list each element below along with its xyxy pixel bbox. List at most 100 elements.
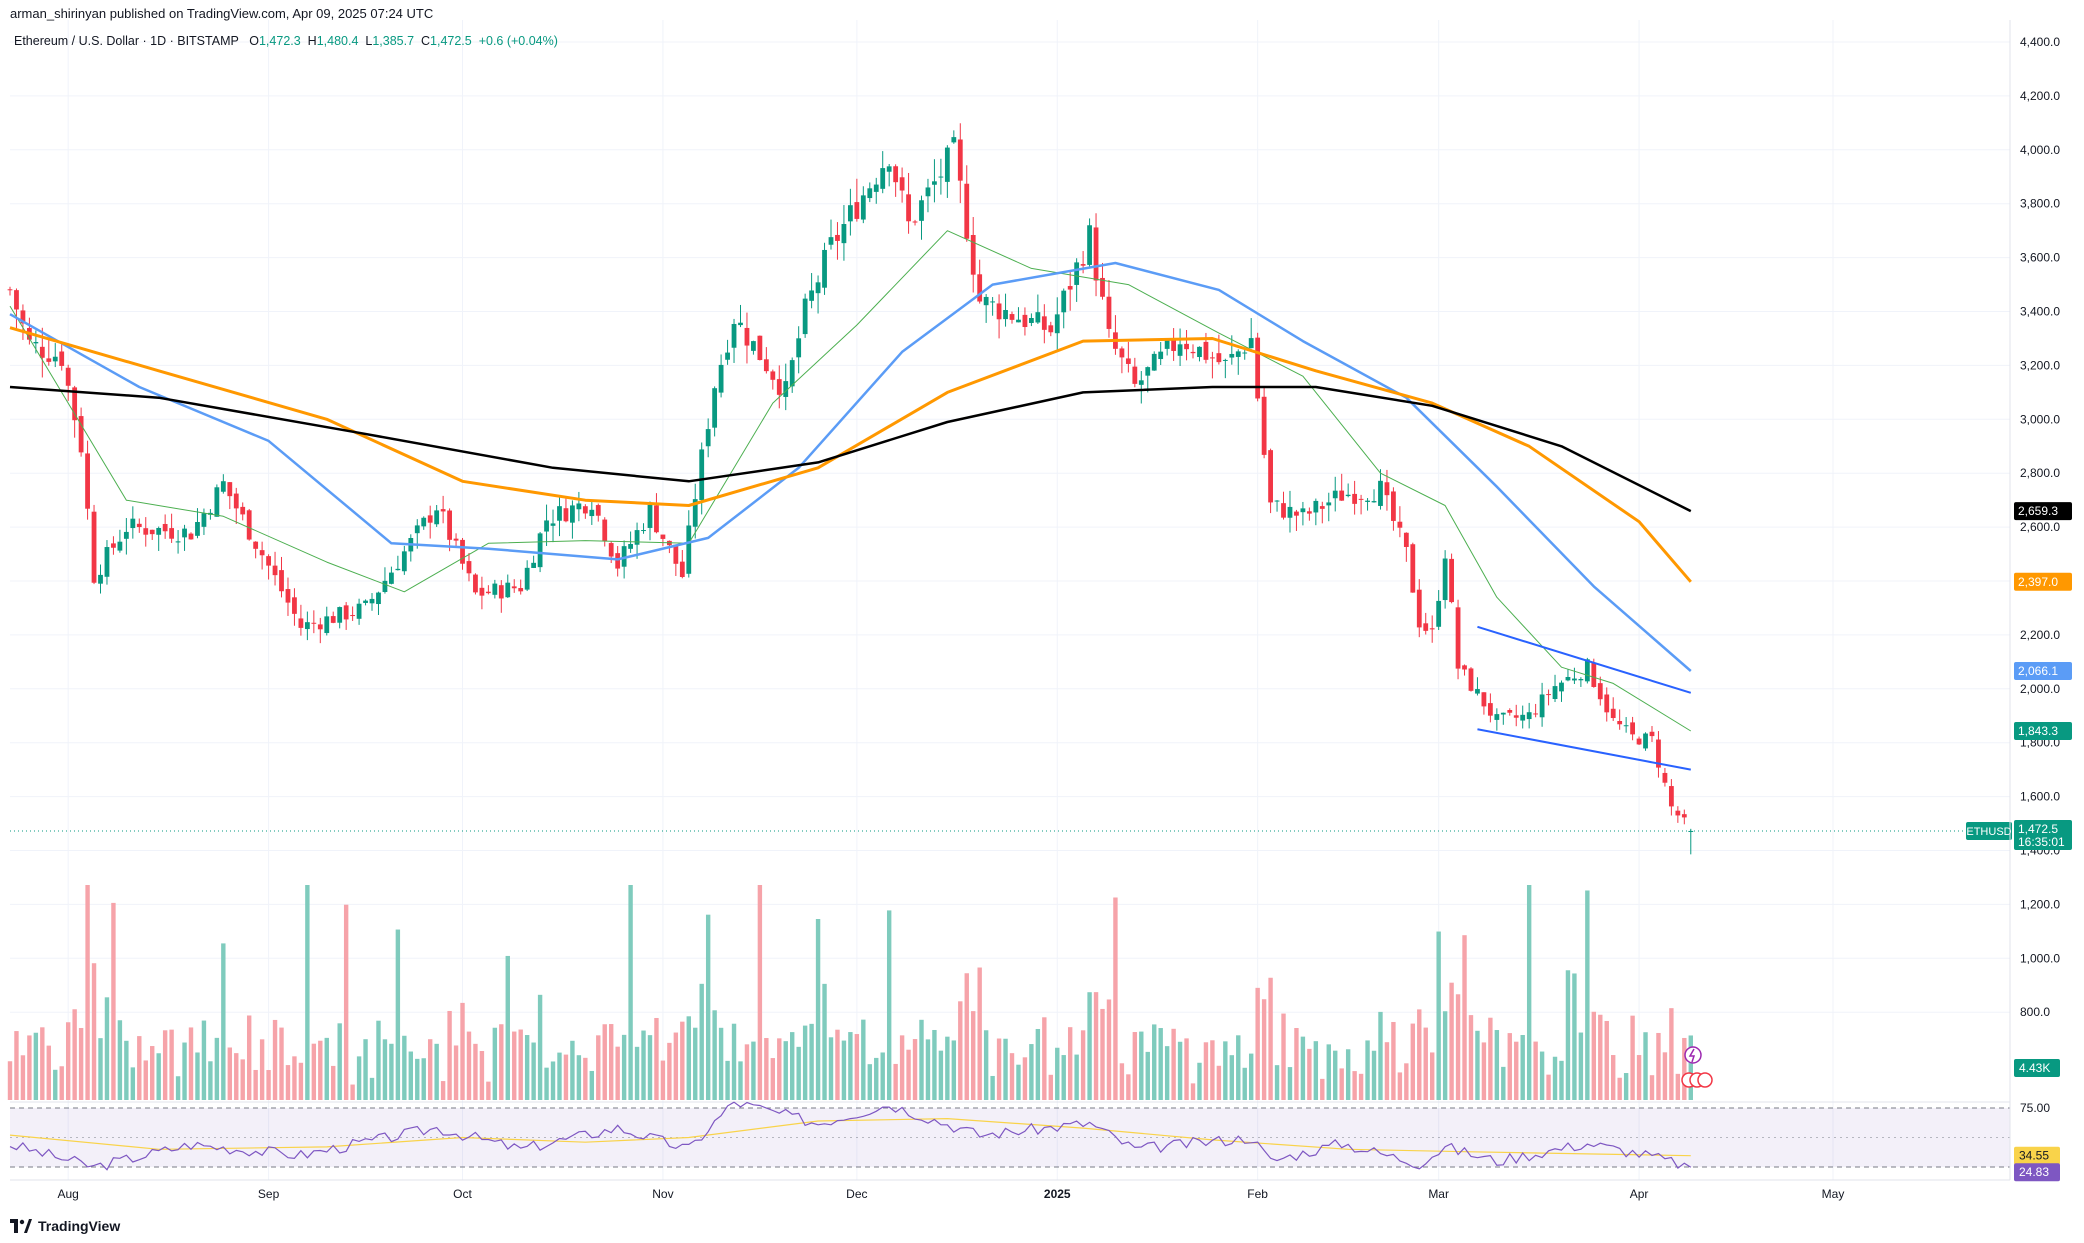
volume-bar [1016, 1064, 1021, 1100]
volume-bar [20, 1055, 26, 1100]
volume-bar [1307, 1048, 1312, 1100]
volume-bar [395, 929, 401, 1100]
candle-body [1630, 722, 1635, 735]
volume-bar [751, 1041, 756, 1100]
candle-body [789, 360, 795, 387]
candle-body [182, 528, 187, 538]
candle-body [1520, 714, 1526, 721]
candle-body [298, 618, 304, 628]
candle-body [912, 221, 918, 223]
volume-bar [1475, 1030, 1480, 1100]
volume-bar [1223, 1041, 1228, 1100]
candle-body [233, 493, 239, 509]
volume-bar [1675, 1073, 1681, 1100]
volume-bar [434, 1043, 439, 1100]
volume-bar [1313, 1041, 1319, 1100]
price-tick-label: 2,200.0 [2020, 628, 2060, 642]
volume-bar [421, 1058, 426, 1100]
candle-body [1429, 628, 1435, 630]
candle-body [880, 168, 886, 189]
volume-bar [1423, 1027, 1428, 1100]
rsi-ma-badge [2014, 1146, 2060, 1165]
lightning-glyph-icon [1688, 1048, 1696, 1063]
volume-bar [699, 983, 704, 1100]
volume-bar [143, 1060, 148, 1100]
volume-bar [537, 994, 543, 1100]
volume-bar [85, 885, 90, 1100]
candle-body [240, 506, 246, 515]
candle-body [1268, 450, 1273, 503]
volume-bar [1333, 1050, 1338, 1100]
ma-price-badge [2014, 661, 2072, 680]
volume-bar [712, 1010, 717, 1100]
candle-body [460, 539, 465, 564]
candle-body [1009, 314, 1015, 320]
volume-bar [1520, 1035, 1525, 1100]
volume-bar [583, 1057, 588, 1100]
candle-body [272, 565, 278, 576]
volume-bar [531, 1042, 536, 1100]
price-tick-label: 4,200.0 [2020, 89, 2060, 103]
candle-body [854, 202, 860, 219]
volume-bar [925, 1039, 931, 1100]
volume-bar [777, 1038, 782, 1100]
price-tick-label: 2,800.0 [2020, 466, 2060, 480]
volume-bar [1216, 1065, 1222, 1100]
publisher-caption: arman_shirinyan published on TradingView… [10, 6, 434, 21]
candle-body [485, 591, 491, 594]
volume-bar [486, 1081, 491, 1100]
rsi-value-badge-label: 24.83 [2019, 1165, 2049, 1179]
candle-body [1365, 500, 1370, 502]
volume-bar [188, 1027, 194, 1100]
candle-body [1643, 733, 1648, 749]
candle-body [1584, 659, 1590, 682]
candle-body [304, 622, 310, 630]
candle-body [1300, 508, 1306, 513]
volume-bar [802, 1025, 808, 1100]
volume-bar [1526, 885, 1532, 1100]
candle-body [699, 449, 705, 501]
volume-bar [259, 1039, 265, 1100]
price-tick-label: 1,200.0 [2020, 897, 2060, 911]
volume-bar [977, 967, 982, 1100]
volume-bar [1507, 1033, 1512, 1100]
candle-body [149, 529, 155, 535]
candle-body [227, 482, 233, 497]
candle-body [1106, 296, 1112, 329]
volume-bar [272, 1019, 278, 1100]
volume-bar [1009, 1053, 1015, 1100]
volume-bar [1404, 1063, 1409, 1100]
candle-body [1326, 502, 1332, 506]
candle-body [692, 499, 698, 527]
candle-body [59, 351, 65, 366]
volume-bar [1429, 1052, 1435, 1100]
candle-body [718, 364, 724, 393]
candle-body [356, 603, 362, 619]
candle-body [266, 556, 271, 566]
volume-bar [376, 1020, 381, 1100]
economic-event-icon [1697, 1072, 1713, 1088]
candle-body [1028, 318, 1034, 323]
candle-body [1449, 558, 1454, 603]
volume-bar [1158, 1028, 1163, 1100]
candle-body [440, 509, 446, 512]
candle-body [65, 367, 71, 386]
tradingview-footer[interactable]: TradingView [10, 1218, 120, 1234]
volume-bar [874, 1057, 879, 1100]
volume-bar [1139, 1031, 1144, 1100]
volume-bar [221, 943, 226, 1100]
volume-bar [725, 1060, 730, 1100]
candle-body [712, 388, 718, 428]
volume-bar [1546, 1074, 1551, 1100]
volume-bar [1281, 1013, 1286, 1100]
volume-bar [1345, 1049, 1351, 1100]
candle-body [1222, 359, 1228, 361]
ma-price-badge-label: 1,843.3 [2018, 724, 2058, 738]
candle-body [1610, 708, 1616, 719]
volume-bar [53, 1069, 58, 1100]
volume-bar [98, 1038, 103, 1100]
volume-bar [983, 1030, 989, 1100]
candle-body [1016, 319, 1021, 323]
volume-bar [764, 1038, 769, 1100]
